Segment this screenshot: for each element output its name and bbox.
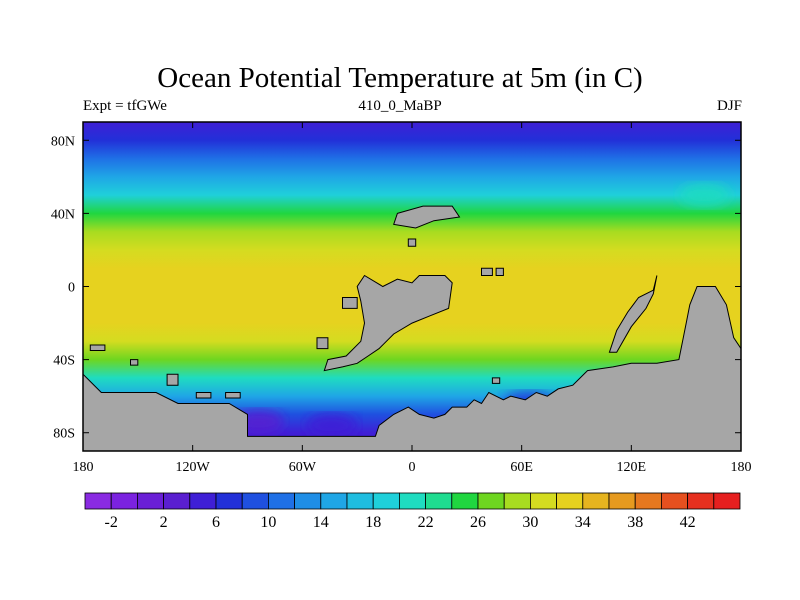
land-small-island-11 — [491, 377, 501, 384]
colorbar-box-17 — [530, 492, 558, 510]
colorbar-label-3: 10 — [260, 514, 276, 531]
x-tick-label-1: 120W — [176, 460, 211, 475]
colorbar-box-5 — [215, 492, 243, 510]
colorbar-box-8 — [294, 492, 322, 510]
colorbar-box-15 — [477, 492, 505, 510]
colorbar-box-2 — [136, 492, 164, 510]
temperature-anomaly-1 — [305, 413, 358, 438]
land-small-island-8 — [481, 267, 493, 276]
y-tick-label-4: 80S — [53, 427, 75, 442]
colorbar-label-2: 6 — [212, 514, 220, 531]
x-tick-label-3: 0 — [409, 460, 416, 475]
land-small-island-2 — [316, 337, 329, 350]
temperature-anomaly-3 — [678, 183, 731, 208]
colorbar-label-8: 30 — [522, 514, 538, 531]
land-small-island-6 — [195, 392, 212, 399]
colorbar-box-14 — [451, 492, 479, 510]
land-laurentia-africa — [323, 274, 453, 372]
experiment-label: Expt = tfGWe — [83, 98, 167, 114]
land-small-island-3 — [89, 344, 106, 351]
colorbar-label-0: -2 — [105, 514, 118, 531]
colorbar-box-18 — [556, 492, 584, 510]
land-south-china — [393, 205, 461, 229]
colorbar-label-1: 2 — [160, 514, 168, 531]
colorbar-box-20 — [608, 492, 636, 510]
colorbar-box-13 — [425, 492, 453, 510]
colorbar-box-16 — [503, 492, 531, 510]
colorbar-box-11 — [372, 492, 400, 510]
y-tick-label-2: 0 — [68, 281, 75, 296]
land-small-island-4 — [130, 359, 139, 366]
time-label: 410_0_MaBP — [358, 98, 442, 114]
colorbar-label-11: 42 — [680, 514, 696, 531]
land-antarctica-gondwana — [83, 286, 741, 451]
colorbar-box-6 — [241, 492, 269, 510]
colorbar-box-23 — [687, 492, 715, 510]
colorbar-label-7: 26 — [470, 514, 486, 531]
land-small-island-9 — [495, 267, 504, 276]
colorbar-box-21 — [634, 492, 662, 510]
colorbar-label-6: 22 — [418, 514, 434, 531]
x-tick-label-5: 120E — [617, 460, 647, 475]
colorbar-box-0 — [84, 492, 112, 510]
land-east-gondwana-arc — [608, 275, 658, 353]
colorbar-label-10: 38 — [627, 514, 643, 531]
colorbar-box-3 — [163, 492, 191, 510]
season-label: DJF — [716, 98, 742, 114]
land-small-island-7 — [225, 392, 241, 399]
colorbar-label-4: 14 — [313, 514, 329, 531]
colorbar-box-12 — [398, 492, 426, 510]
x-tick-label-2: 60W — [289, 460, 317, 475]
land-small-island-1 — [342, 297, 358, 309]
land-small-island-10 — [407, 238, 417, 247]
colorbar-box-4 — [189, 492, 217, 510]
colorbar-box-10 — [346, 492, 374, 510]
colorbar-box-19 — [582, 492, 610, 510]
chart-title: Ocean Potential Temperature at 5m (in C) — [157, 62, 643, 94]
y-tick-label-0: 80N — [51, 134, 75, 149]
colorbar-box-9 — [320, 492, 348, 510]
x-tick-label-4: 60E — [510, 460, 533, 475]
colorbar-box-1 — [110, 492, 138, 510]
land-small-island-5 — [166, 373, 179, 386]
colorbar-box-7 — [267, 492, 295, 510]
y-tick-label-3: 40S — [53, 354, 75, 369]
y-tick-label-1: 40N — [51, 207, 75, 222]
colorbar-box-24 — [713, 492, 741, 510]
colorbar-box-22 — [661, 492, 689, 510]
x-tick-label-6: 180 — [731, 460, 752, 475]
colorbar-label-9: 34 — [575, 514, 591, 531]
x-tick-label-0: 180 — [73, 460, 94, 475]
colorbar-label-5: 18 — [365, 514, 381, 531]
